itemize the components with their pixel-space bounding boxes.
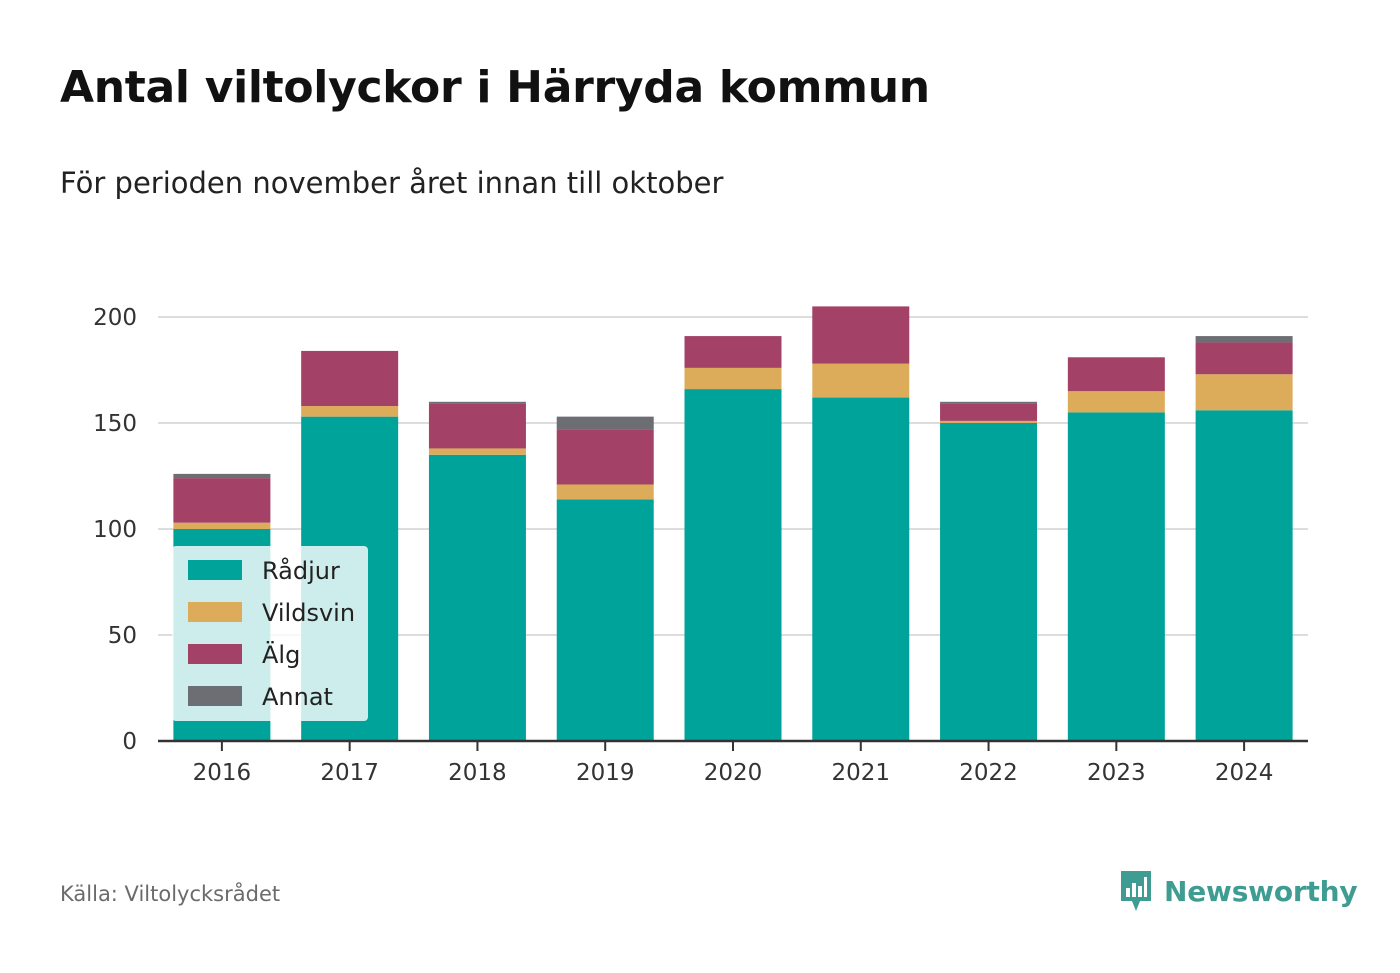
x-tick-label: 2022 — [959, 760, 1018, 786]
bar-segment-2017-Älg — [301, 350, 399, 407]
legend-label: Rådjur — [262, 556, 340, 585]
bar-segment-2019-Rådjur — [556, 499, 654, 741]
bar-segment-2016-Älg — [173, 478, 271, 523]
bar-segment-2019-Älg — [556, 429, 654, 485]
bar-segment-2022-Rådjur — [940, 423, 1038, 741]
bar-segment-2021-Rådjur — [812, 397, 910, 741]
x-tick-label: 2021 — [832, 760, 891, 786]
axes: 0 50 100 150 200 2016 2017 2018 2019 2020 2021 2022… — [93, 305, 1308, 786]
bar-segment-2022-Annat — [940, 401, 1038, 404]
brand-logo: Newsworthy — [1118, 868, 1358, 914]
legend-swatch — [188, 602, 242, 622]
bar-segment-2016-Annat — [173, 473, 271, 479]
chart-subtitle: För perioden november året innan till ok… — [60, 166, 724, 200]
source-note: Källa: Viltolycksrådet — [60, 882, 281, 906]
bar-segment-2023-Älg — [1067, 357, 1165, 392]
bar-segment-2018-Älg — [428, 403, 526, 449]
bar-segment-2021-Älg — [812, 306, 910, 364]
bar-segment-2023-Rådjur — [1067, 412, 1165, 741]
x-tick-label: 2024 — [1215, 760, 1274, 786]
bar-segment-2020-Vildsvin — [684, 367, 782, 390]
x-tick-label: 2019 — [576, 760, 635, 786]
bar-segment-2020-Rådjur — [684, 389, 782, 741]
legend-box — [172, 546, 368, 721]
bar-segment-2021-Vildsvin — [812, 363, 910, 398]
legend-label: Annat — [262, 683, 333, 711]
bar-segment-2024-Annat — [1195, 336, 1293, 343]
x-tick-label: 2023 — [1087, 760, 1146, 786]
bar-segment-2018-Rådjur — [428, 454, 526, 741]
legend-label: Vildsvin — [262, 599, 355, 627]
x-tick-label: 2017 — [320, 760, 379, 786]
bar-segment-2023-Vildsvin — [1067, 391, 1165, 413]
bar-segment-2018-Annat — [428, 401, 526, 404]
bar-segment-2019-Annat — [556, 416, 654, 430]
y-tick-label: 200 — [93, 305, 137, 331]
bar-segment-2018-Vildsvin — [428, 448, 526, 455]
chart-title: Antal viltolyckor i Härryda kommun — [60, 62, 930, 113]
bar-segment-2016-Vildsvin — [173, 522, 271, 529]
bar-segment-2024-Vildsvin — [1195, 374, 1293, 411]
legend-swatch — [188, 644, 242, 664]
bar-segment-2024-Älg — [1195, 342, 1293, 375]
y-tick-label: 150 — [93, 411, 137, 437]
y-tick-label: 50 — [108, 623, 137, 649]
bar-segment-2024-Rådjur — [1195, 410, 1293, 741]
y-tick-label: 0 — [122, 729, 137, 755]
bar-segment-2022-Vildsvin — [940, 420, 1038, 423]
legend-label: Älg — [262, 640, 300, 669]
brand-name: Newsworthy — [1164, 874, 1358, 908]
newsworthy-logo-icon — [1121, 871, 1151, 911]
bar-segment-2017-Vildsvin — [301, 406, 399, 417]
x-tick-label: 2018 — [448, 760, 507, 786]
legend: Rådjur Vildsvin Älg Annat — [172, 546, 368, 721]
x-tick-label: 2020 — [704, 760, 763, 786]
legend-swatch — [188, 686, 242, 706]
bar-segment-2019-Vildsvin — [556, 484, 654, 500]
x-tick-label: 2016 — [193, 760, 252, 786]
bar-segment-2022-Älg — [940, 403, 1038, 421]
legend-swatch — [188, 560, 242, 580]
y-tick-label: 100 — [93, 517, 137, 543]
bar-segment-2020-Älg — [684, 336, 782, 368]
